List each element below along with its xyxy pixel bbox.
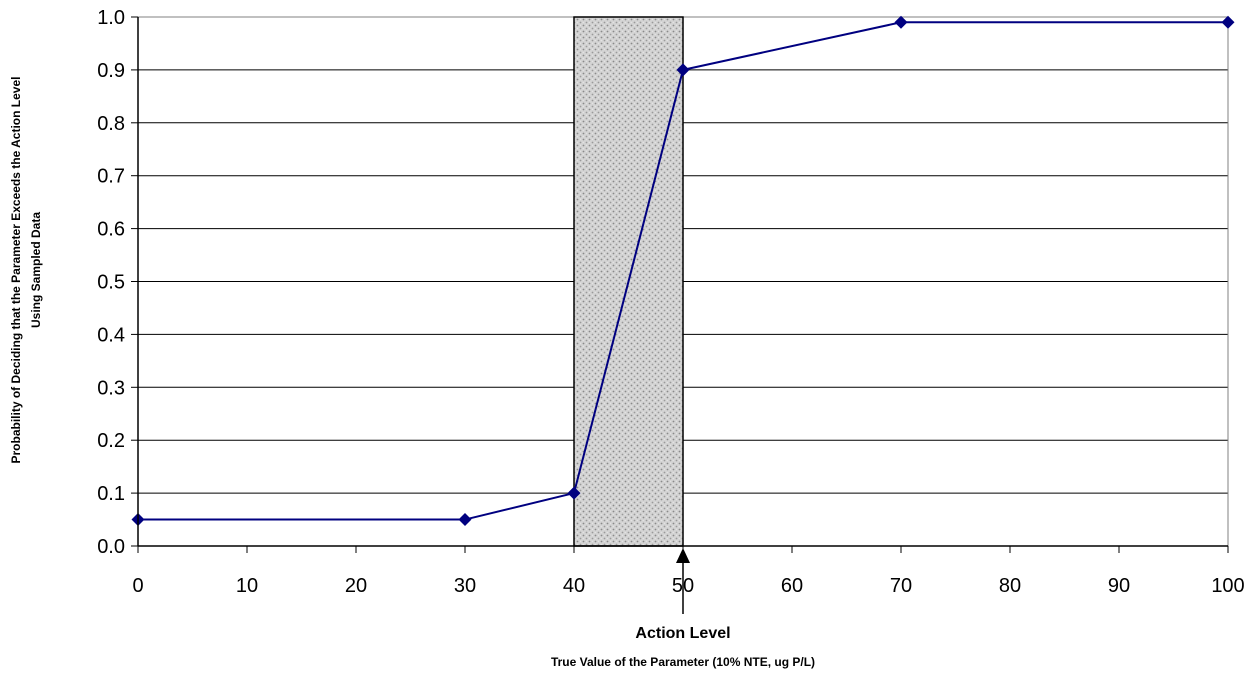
annotation-label: Action Level xyxy=(635,625,730,642)
data-point xyxy=(1221,15,1235,29)
x-axis-label: True Value of the Parameter (10% NTE, ug… xyxy=(551,655,815,669)
y-tick-label: 0.1 xyxy=(97,483,125,505)
data-point xyxy=(458,513,472,527)
x-tick-label: 100 xyxy=(1211,575,1244,597)
x-tick-label: 60 xyxy=(781,575,803,597)
x-tick-label: 0 xyxy=(132,575,143,597)
y-axis-label-line1: Probability of Deciding that the Paramet… xyxy=(9,77,23,464)
x-tick-label: 40 xyxy=(563,575,585,597)
x-tick-label: 20 xyxy=(345,575,367,597)
y-tick-label: 0.2 xyxy=(97,430,125,452)
y-tick-label: 0.7 xyxy=(97,166,125,188)
y-tick-label: 0.6 xyxy=(97,219,125,241)
data-point xyxy=(676,63,690,77)
x-tick-label: 70 xyxy=(890,575,912,597)
y-tick-label: 0.4 xyxy=(97,324,125,346)
x-axis: 0 10 20 30 40 50 60 70 80 90 100 xyxy=(132,545,1245,597)
data-point xyxy=(567,486,581,500)
x-tick-label: 30 xyxy=(454,575,476,597)
y-tick-label: 0.3 xyxy=(97,377,125,399)
x-tick-label: 80 xyxy=(999,575,1021,597)
series-line xyxy=(138,21,1228,521)
x-tick-label: 10 xyxy=(236,575,258,597)
y-tick-label: 1.0 xyxy=(97,7,125,29)
action-level-annotation: Action Level xyxy=(635,548,731,642)
y-tick-label: 0.5 xyxy=(97,272,125,294)
y-tick-label: 0.0 xyxy=(97,536,125,558)
data-point xyxy=(894,15,908,29)
annotation-arrow-head xyxy=(676,548,690,563)
y-axis-label-line2: Using Sampled Data xyxy=(29,212,43,328)
x-tick-label: 90 xyxy=(1108,575,1130,597)
y-axis: 0.0 0.1 0.2 0.3 0.4 0.5 0.6 0.7 0.8 0.9 1.0 xyxy=(97,7,139,558)
y-tick-label: 0.8 xyxy=(97,113,125,135)
y-axis-label: Probability of Deciding that the Paramet… xyxy=(9,77,43,464)
series-group xyxy=(131,15,1235,527)
y-tick-label: 0.9 xyxy=(97,60,125,82)
